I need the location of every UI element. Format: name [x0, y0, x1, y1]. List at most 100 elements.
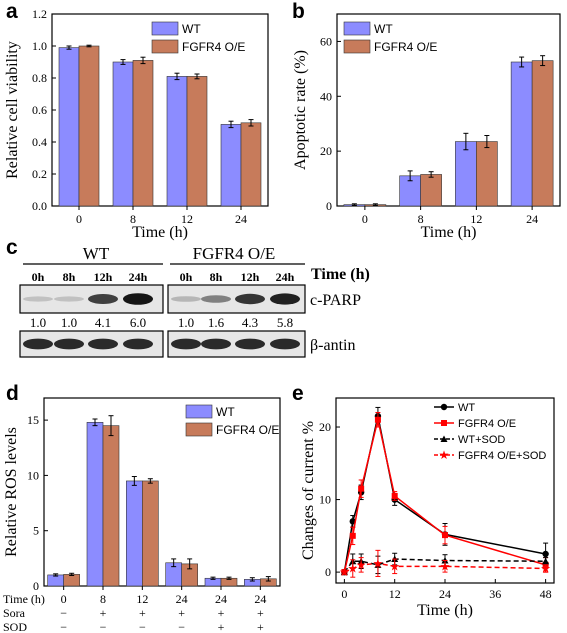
row-value: 24	[176, 592, 188, 606]
bar-fgfr4	[186, 76, 208, 207]
chart-b-apoptosis: 0 20 40 60 0 8 12 24 WT FGFR4 O/E Time (h) Apoptoti…	[292, 13, 561, 241]
x-axis-title: Time (h)	[421, 224, 477, 241]
y-tick-label: 1.0	[32, 39, 47, 53]
row-label: Sora	[3, 606, 26, 620]
legend-label: WT+SOD	[458, 434, 505, 446]
row-value: +	[139, 606, 146, 620]
legend-label: FGFR4 O/E	[182, 40, 245, 54]
row-value: +	[218, 606, 225, 620]
x-tick-label: 12	[470, 212, 482, 226]
x-tick-label: 0	[362, 212, 368, 226]
y-tick-label: 10	[319, 493, 331, 507]
row-value: +	[257, 606, 264, 620]
row-label: SOD	[3, 620, 27, 633]
bar-wt	[86, 422, 104, 587]
legend-label: WT	[374, 22, 393, 36]
y-axis-title: Relative ROS levels	[3, 427, 20, 557]
data-point	[391, 492, 398, 499]
legend-swatch-fgfr4	[151, 39, 179, 54]
band-label: c-PARP	[310, 292, 361, 309]
y-tick-label: 0	[325, 565, 331, 579]
row-value: −	[60, 606, 67, 620]
row-value: 8	[100, 592, 106, 606]
y-tick-label: 0	[33, 579, 39, 593]
time-axis-label: Time (h)	[311, 266, 370, 283]
x-tick-label: 8	[130, 212, 136, 226]
quantification-value: 4.3	[242, 315, 258, 330]
legend-marker	[441, 420, 447, 426]
panel-label-d: d	[6, 382, 19, 405]
lane-label: 12h	[241, 270, 260, 284]
band-beta-antin	[123, 338, 153, 350]
data-point	[358, 485, 365, 492]
quantification-value: 1.0	[61, 315, 77, 330]
x-axis-title: Time (h)	[417, 602, 473, 619]
quantification-value: 1.0	[178, 315, 194, 330]
series-line-1	[343, 419, 546, 573]
band-beta-antin	[23, 338, 53, 350]
bar-wt	[166, 76, 188, 207]
bar-wt	[47, 574, 64, 587]
panel-label-a: a	[6, 0, 18, 23]
panel-label-e: e	[292, 382, 304, 405]
x-axis-title: Time (h)	[132, 224, 188, 241]
lane-label: 8h	[210, 270, 223, 284]
y-tick-label: 10	[27, 468, 39, 482]
data-point: ★	[440, 559, 451, 573]
group-label-wt: WT	[83, 244, 110, 263]
legend-label: FGFR4 O/E	[374, 40, 437, 54]
data-point: ★	[347, 561, 358, 575]
bar-wt	[220, 124, 242, 207]
bar-wt	[58, 47, 80, 207]
legend-label: FGFR4 O/E	[216, 423, 279, 437]
bar-fgfr4	[420, 174, 442, 207]
x-tick-label: 24	[235, 212, 247, 226]
bar-fgfr4	[476, 141, 498, 207]
lane-label: 12h	[94, 270, 113, 284]
x-tick-label: 0	[76, 212, 82, 226]
y-tick-label: 0.2	[32, 167, 47, 181]
y-tick-label: 20	[320, 144, 332, 158]
legend-swatch-wt	[185, 404, 213, 419]
y-tick-label: 0.4	[32, 135, 47, 149]
lane-label: 0h	[32, 270, 45, 284]
x-tick-label: 0	[341, 587, 347, 601]
data-point	[374, 416, 381, 423]
bar-fgfr4	[78, 45, 100, 207]
data-point: ★	[540, 561, 551, 575]
legend-label: FGFR4 O/E+SOD	[458, 450, 546, 462]
x-tick-label: 12	[389, 587, 401, 601]
x-tick-label: 48	[540, 587, 552, 601]
data-point: ★	[389, 559, 400, 573]
bar-wt	[510, 61, 533, 207]
bar-fgfr4	[132, 60, 154, 207]
band-beta-antin	[88, 338, 118, 350]
band-c-parp	[23, 296, 53, 302]
y-tick-label: 0	[326, 199, 332, 213]
lane-label: 8h	[63, 270, 76, 284]
bar-wt	[112, 61, 134, 207]
band-beta-antin	[270, 338, 300, 350]
row-value: +	[178, 606, 185, 620]
y-tick-label: 0.8	[32, 71, 47, 85]
row-label: Time (h)	[3, 592, 45, 606]
legend-label: FGFR4 O/E	[458, 418, 516, 430]
legend-marker	[440, 435, 448, 442]
band-c-parp	[54, 296, 84, 302]
legend-swatch-fgfr4	[185, 422, 213, 437]
band-beta-antin	[54, 338, 84, 350]
y-tick-label: 60	[320, 34, 332, 48]
lane-label: 24h	[276, 270, 295, 284]
data-point	[349, 532, 356, 539]
x-tick-label: 8	[418, 212, 424, 226]
quantification-value: 6.0	[130, 315, 146, 330]
band-c-parp	[123, 293, 153, 305]
legend-swatch-wt	[343, 21, 371, 36]
data-point	[542, 550, 549, 558]
band-beta-antin	[235, 338, 265, 350]
row-value: +	[100, 606, 107, 620]
x-tick-label: 24	[526, 212, 538, 226]
bar-fgfr4	[102, 425, 120, 587]
